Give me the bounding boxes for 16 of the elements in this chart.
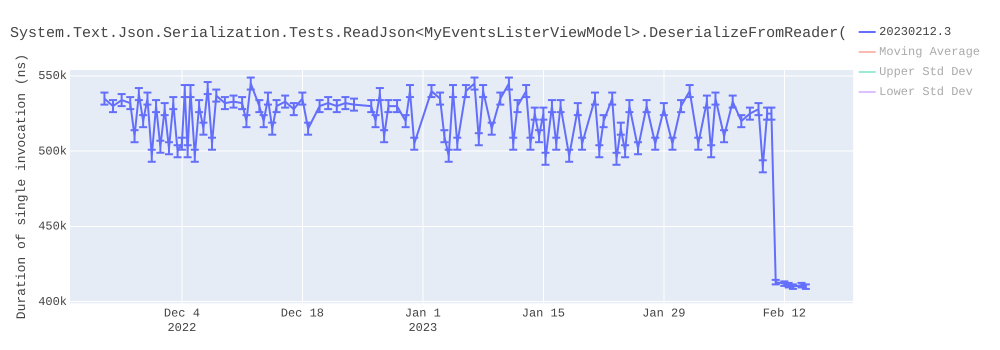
y-tick-label: 400k <box>38 294 67 309</box>
x-tick-label: Dec 18 <box>280 306 324 321</box>
x-tick-label: Jan 1 2023 <box>404 306 441 335</box>
y-tick-label: 550k <box>38 69 67 84</box>
x-tick-label: Feb 12 <box>762 306 806 321</box>
y-tick-label: 500k <box>38 144 67 158</box>
y-tick-label: 450k <box>38 220 67 234</box>
x-tick-label: Jan 29 <box>642 306 686 321</box>
y-axis-title: Duration of single invocation (ns) <box>14 54 30 320</box>
legend-label: Upper Std Dev <box>879 65 973 80</box>
chart-title: System.Text.Json.Serialization.Tests.ReadJson<MyEventsListerViewModel>.DeserializeFromReader( <box>10 24 848 42</box>
x-tick-label: Dec 4 2022 <box>164 306 200 335</box>
legend-label: 20230212.3 <box>879 25 952 40</box>
legend-label: Lower Std Dev <box>879 85 973 100</box>
x-tick-label: Jan 15 <box>522 306 565 321</box>
legend-label: Moving Average <box>879 45 980 60</box>
